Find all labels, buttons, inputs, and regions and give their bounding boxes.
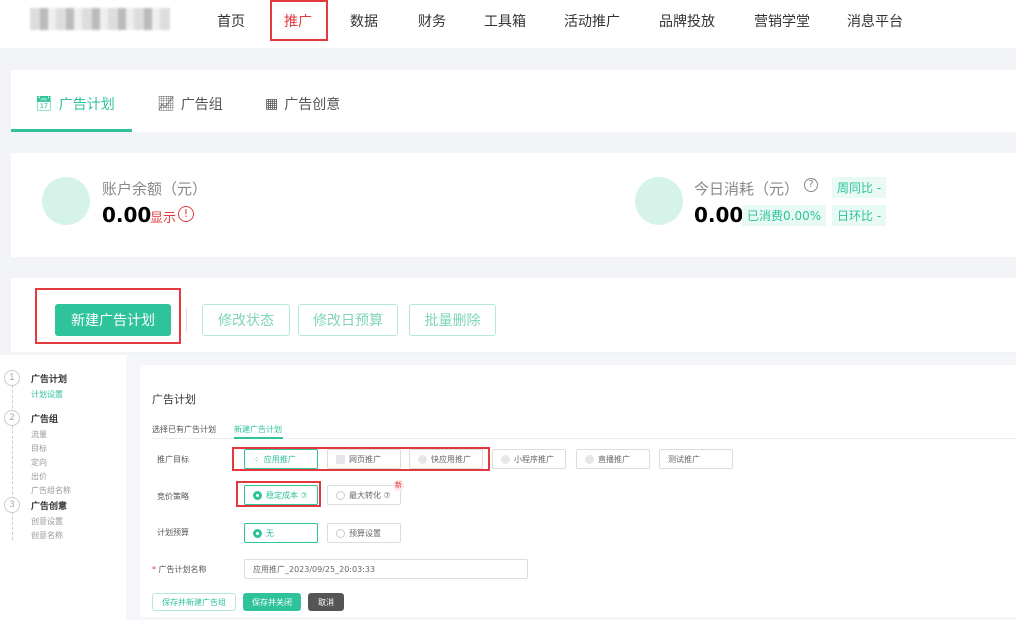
grid-icon: ⁘: [253, 454, 260, 464]
spending-icon: [635, 177, 683, 225]
cancel-button[interactable]: 取消: [308, 593, 344, 611]
step-number: 3: [4, 497, 20, 513]
budget-setting[interactable]: 预算设置: [327, 523, 401, 543]
logo: [30, 8, 170, 30]
actions-card: [11, 278, 1016, 352]
quickapp-icon: [418, 454, 427, 464]
target-label: 推广目标: [157, 455, 189, 464]
new-badge: 新: [393, 480, 404, 491]
plan-name-input[interactable]: 应用推广_2023/09/25_20:03:33: [244, 559, 528, 579]
balance-label: 账户余额（元）: [102, 180, 208, 198]
step-number: 1: [4, 370, 20, 386]
form-title: 广告计划: [152, 393, 196, 406]
tab-ad-group[interactable]: 📈︎ 广告组: [157, 96, 223, 113]
line-chart-icon: 📈︎: [157, 96, 175, 112]
calendar-icon: 📅︎: [35, 96, 53, 112]
step-item[interactable]: 创意名称: [31, 531, 63, 540]
browser-icon: [336, 454, 345, 464]
step-number: 2: [4, 410, 20, 426]
tab-ad-plan[interactable]: 📅︎ 广告计划: [35, 96, 115, 113]
highlight-box: [232, 447, 490, 471]
bid-stable-cost[interactable]: 稳定成本 ⑦: [244, 485, 318, 505]
budget-label: 计划预算: [157, 528, 189, 537]
highlight-box: [35, 288, 181, 344]
step-item[interactable]: 广告组名称: [31, 486, 71, 495]
subtab-existing-plan[interactable]: 选择已有广告计划: [152, 425, 216, 434]
batch-delete-button[interactable]: 批量删除: [409, 304, 496, 336]
nav-data[interactable]: 数据: [350, 14, 378, 30]
target-app[interactable]: ⁘ 应用推广: [244, 449, 318, 469]
radio-icon: [336, 490, 345, 500]
step-title[interactable]: 广告创意: [31, 502, 68, 512]
divider: [152, 438, 1016, 439]
today-spend-label: 今日消耗（元）: [694, 180, 800, 198]
tabs-card: [11, 70, 1016, 132]
grid-icon: ▦: [265, 96, 279, 112]
subtab-new-plan[interactable]: 新建广告计划: [234, 425, 282, 434]
step-title[interactable]: 广告组: [31, 415, 59, 425]
live-icon: [585, 454, 594, 464]
radio-icon: [253, 490, 262, 500]
target-quickapp[interactable]: 快应用推广: [409, 449, 483, 469]
step-item[interactable]: 计划设置: [31, 390, 63, 399]
target-miniprogram[interactable]: 小程序推广: [492, 449, 566, 469]
help-icon[interactable]: ?: [804, 178, 818, 192]
alert-icon: !: [178, 206, 194, 222]
step-line: [12, 380, 13, 540]
edit-status-button[interactable]: 修改状态: [202, 304, 290, 336]
active-tab-indicator: [11, 129, 132, 132]
save-and-new-group-button[interactable]: 保存并新建广告组: [152, 593, 236, 611]
step-item[interactable]: 出价: [31, 472, 47, 481]
show-balance-link[interactable]: 显示: [150, 211, 177, 226]
save-and-close-button[interactable]: 保存并关闭: [243, 593, 301, 611]
miniprogram-icon: [501, 454, 510, 464]
nav-messages[interactable]: 消息平台: [847, 14, 903, 30]
name-label: * 广告计划名称: [152, 565, 207, 574]
target-live[interactable]: 直播推广: [576, 449, 650, 469]
edit-budget-button[interactable]: 修改日预算: [298, 304, 398, 336]
consumed-tag: 已消费0.00%: [742, 205, 827, 226]
step-item[interactable]: 定向: [31, 458, 47, 467]
step-sidebar: [0, 355, 126, 620]
bid-max-conversion[interactable]: 最大转化 ⑦: [327, 485, 401, 505]
step-title[interactable]: 广告计划: [31, 375, 68, 385]
nav-campaigns[interactable]: 活动推广: [564, 14, 620, 30]
balance-value: 0.00: [102, 203, 152, 227]
day-compare-tag: 日环比 -: [832, 205, 887, 226]
nav-promote[interactable]: 推广: [284, 14, 312, 30]
bid-label: 竞价策略: [157, 492, 189, 501]
target-web[interactable]: 网页推广: [327, 449, 401, 469]
step-item[interactable]: 创意设置: [31, 517, 63, 526]
nav-academy[interactable]: 营销学堂: [754, 14, 810, 30]
nav-brand[interactable]: 品牌投放: [659, 14, 715, 30]
new-ad-plan-button[interactable]: 新建广告计划: [55, 304, 171, 336]
subtab-indicator: [234, 437, 283, 439]
divider: [186, 308, 187, 332]
target-test[interactable]: 测试推广: [659, 449, 733, 469]
step-item[interactable]: 目标: [31, 444, 47, 453]
highlight-box: [236, 481, 321, 507]
nav-home[interactable]: 首页: [217, 14, 245, 30]
week-compare-tag: 周同比 -: [832, 177, 887, 198]
tab-ad-creative[interactable]: ▦ 广告创意: [265, 96, 341, 113]
radio-icon: [336, 528, 345, 538]
radio-icon: [253, 528, 262, 538]
nav-finance[interactable]: 财务: [418, 14, 446, 30]
wallet-icon: [42, 177, 90, 225]
nav-toolbox[interactable]: 工具箱: [484, 14, 526, 30]
today-spend-value: 0.00: [694, 203, 744, 227]
highlight-box: [270, 0, 328, 41]
step-item[interactable]: 流量: [31, 430, 47, 439]
budget-none[interactable]: 无: [244, 523, 318, 543]
